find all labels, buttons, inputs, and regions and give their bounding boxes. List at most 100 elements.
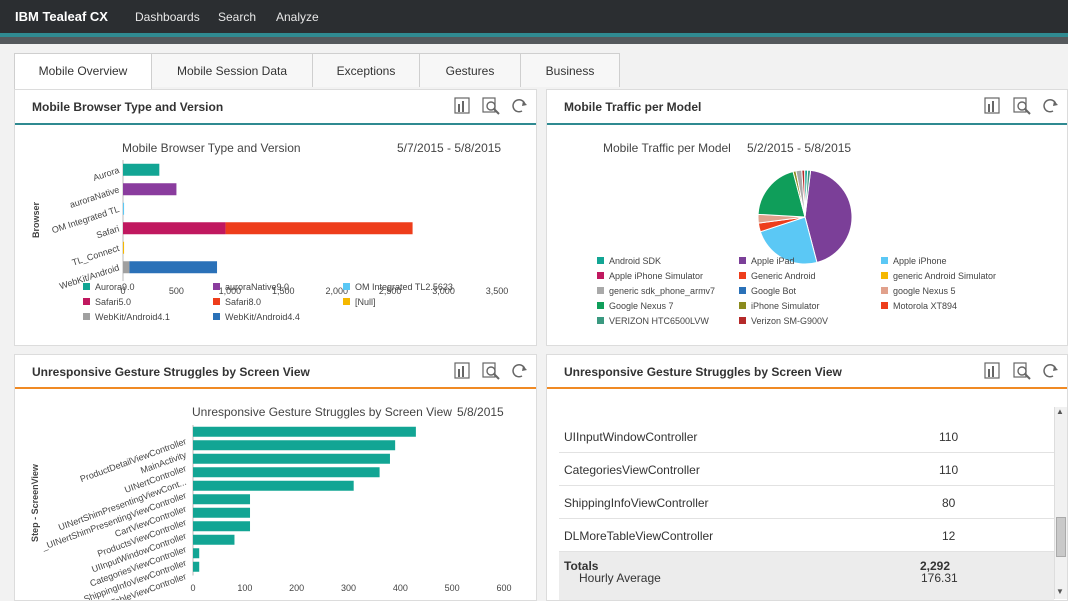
row-name: UIInputWindowController [564,430,698,444]
hourly-average-label: Hourly Average [579,571,661,585]
legend-label: google Nexus 5 [893,286,956,296]
table-row[interactable]: UIInputWindowController 110 [559,419,1054,453]
header-divider [0,37,1068,44]
totals-value: 2,292 [920,559,951,573]
panel-gesture-chart: Unresponsive Gesture Struggles by Screen… [14,354,537,601]
panel-title: Mobile Traffic per Model [564,100,702,114]
legend-label: generic Android Simulator [893,271,996,281]
legend-label: Google Bot [751,286,797,296]
legend-swatch [83,283,90,290]
legend-swatch [881,257,888,264]
x-tick-label: 500 [169,286,184,296]
row-value: 12 [942,529,956,543]
legend-label: WebKit/Android4.4 [225,312,300,322]
totals-label: Totals [564,559,599,573]
row-value: 110 [939,430,959,444]
table-row[interactable]: CategoriesViewController 110 [559,452,1054,486]
panel-accent-line [15,123,536,125]
traffic-pie-chart: Mobile Traffic per Model 5/2/2015 - 5/8/… [597,141,996,326]
nav-search[interactable]: Search [218,10,257,24]
refresh-icon[interactable] [510,96,530,116]
nav-analyze[interactable]: Analyze [276,10,319,24]
bar [193,534,235,545]
table-row[interactable]: DLMoreTableViewController 12 [559,518,1054,552]
legend-swatch [343,298,350,305]
table-row[interactable]: ShippingInfoViewController 80 [559,485,1054,519]
legend-swatch [213,298,220,305]
bar [123,202,125,215]
zoom-icon[interactable] [481,96,501,116]
legend-swatch [881,302,888,309]
legend-swatch [739,287,746,294]
tab-exceptions[interactable]: Exceptions [312,53,420,87]
tab-gestures[interactable]: Gestures [419,53,521,87]
legend-label: Generic Android [751,271,816,281]
legend-label: iPhone Simulator [751,301,820,311]
chart-type-icon[interactable] [453,361,473,381]
legend-swatch [213,283,220,290]
accent-stripe [0,33,1068,37]
row-value: 110 [939,463,959,477]
x-tick-label: 3,500 [486,286,509,296]
legend-label: Apple iPad [751,256,795,266]
bar [193,467,380,478]
legend-label: Android SDK [609,256,661,266]
chart-date: 5/8/2015 [457,405,504,419]
y-axis-label: Browser [31,201,41,238]
brand-title: IBM Tealeaf CX [15,9,108,24]
legend-label: Apple iPhone [893,256,947,266]
refresh-icon[interactable] [1041,96,1061,116]
row-name: ShippingInfoViewController [564,496,709,510]
bar [123,183,177,196]
zoom-icon[interactable] [1012,96,1032,116]
row-name: CategoriesViewController [564,463,700,477]
legend-swatch [739,317,746,324]
refresh-icon[interactable] [510,361,530,381]
top-nav-bar: IBM Tealeaf CX Dashboards Search Analyze [0,0,1068,33]
category-label: Safari [95,223,120,240]
chart-type-icon[interactable] [983,96,1003,116]
scroll-up-icon[interactable]: ▲ [1056,407,1064,416]
chart-type-icon[interactable] [983,361,1003,381]
legend-swatch [83,298,90,305]
tab-mobile-session-data[interactable]: Mobile Session Data [151,53,313,87]
chart-type-icon[interactable] [453,96,473,116]
table-scrollbar[interactable]: ▲ ▼ [1054,407,1067,599]
zoom-icon[interactable] [481,361,501,381]
tab-business[interactable]: Business [520,53,620,87]
x-tick-label: 300 [341,583,356,593]
legend-label: VERIZON HTC6500LVW [609,316,709,326]
x-tick-label: 2,000 [325,286,348,296]
legend-swatch [597,287,604,294]
scroll-down-icon[interactable]: ▼ [1056,587,1064,596]
legend-label: generic sdk_phone_armv7 [609,286,715,296]
tab-mobile-overview[interactable]: Mobile Overview [14,53,152,89]
legend-swatch [739,257,746,264]
bar [193,561,200,572]
legend-swatch [213,313,220,320]
panel-accent-line [15,387,536,389]
bar [193,507,251,518]
bar [225,222,413,235]
x-tick-label: 1,000 [219,286,242,296]
zoom-icon[interactable] [1012,361,1032,381]
chart-title: Mobile Browser Type and Version [122,141,301,155]
scroll-thumb[interactable] [1056,517,1066,557]
panel-traffic-model: Mobile Traffic per Model Mobile Traffic … [546,89,1068,346]
pie-slice [804,169,853,264]
bar [193,453,390,464]
nav-dashboards[interactable]: Dashboards [135,10,200,24]
bar [193,494,251,505]
legend-swatch [881,287,888,294]
panel-title: Unresponsive Gesture Struggles by Screen… [564,365,842,379]
refresh-icon[interactable] [1041,361,1061,381]
bar [123,222,226,235]
totals-row: Totals 2,292 Hourly Average 176.31 [559,552,1054,600]
legend-swatch [739,272,746,279]
legend-label: auroraNative9.0 [225,282,289,292]
x-tick-label: 1,500 [272,286,295,296]
legend-swatch [83,313,90,320]
legend-swatch [597,272,604,279]
legend-label: Apple iPhone Simulator [609,271,703,281]
x-tick-label: 200 [289,583,304,593]
